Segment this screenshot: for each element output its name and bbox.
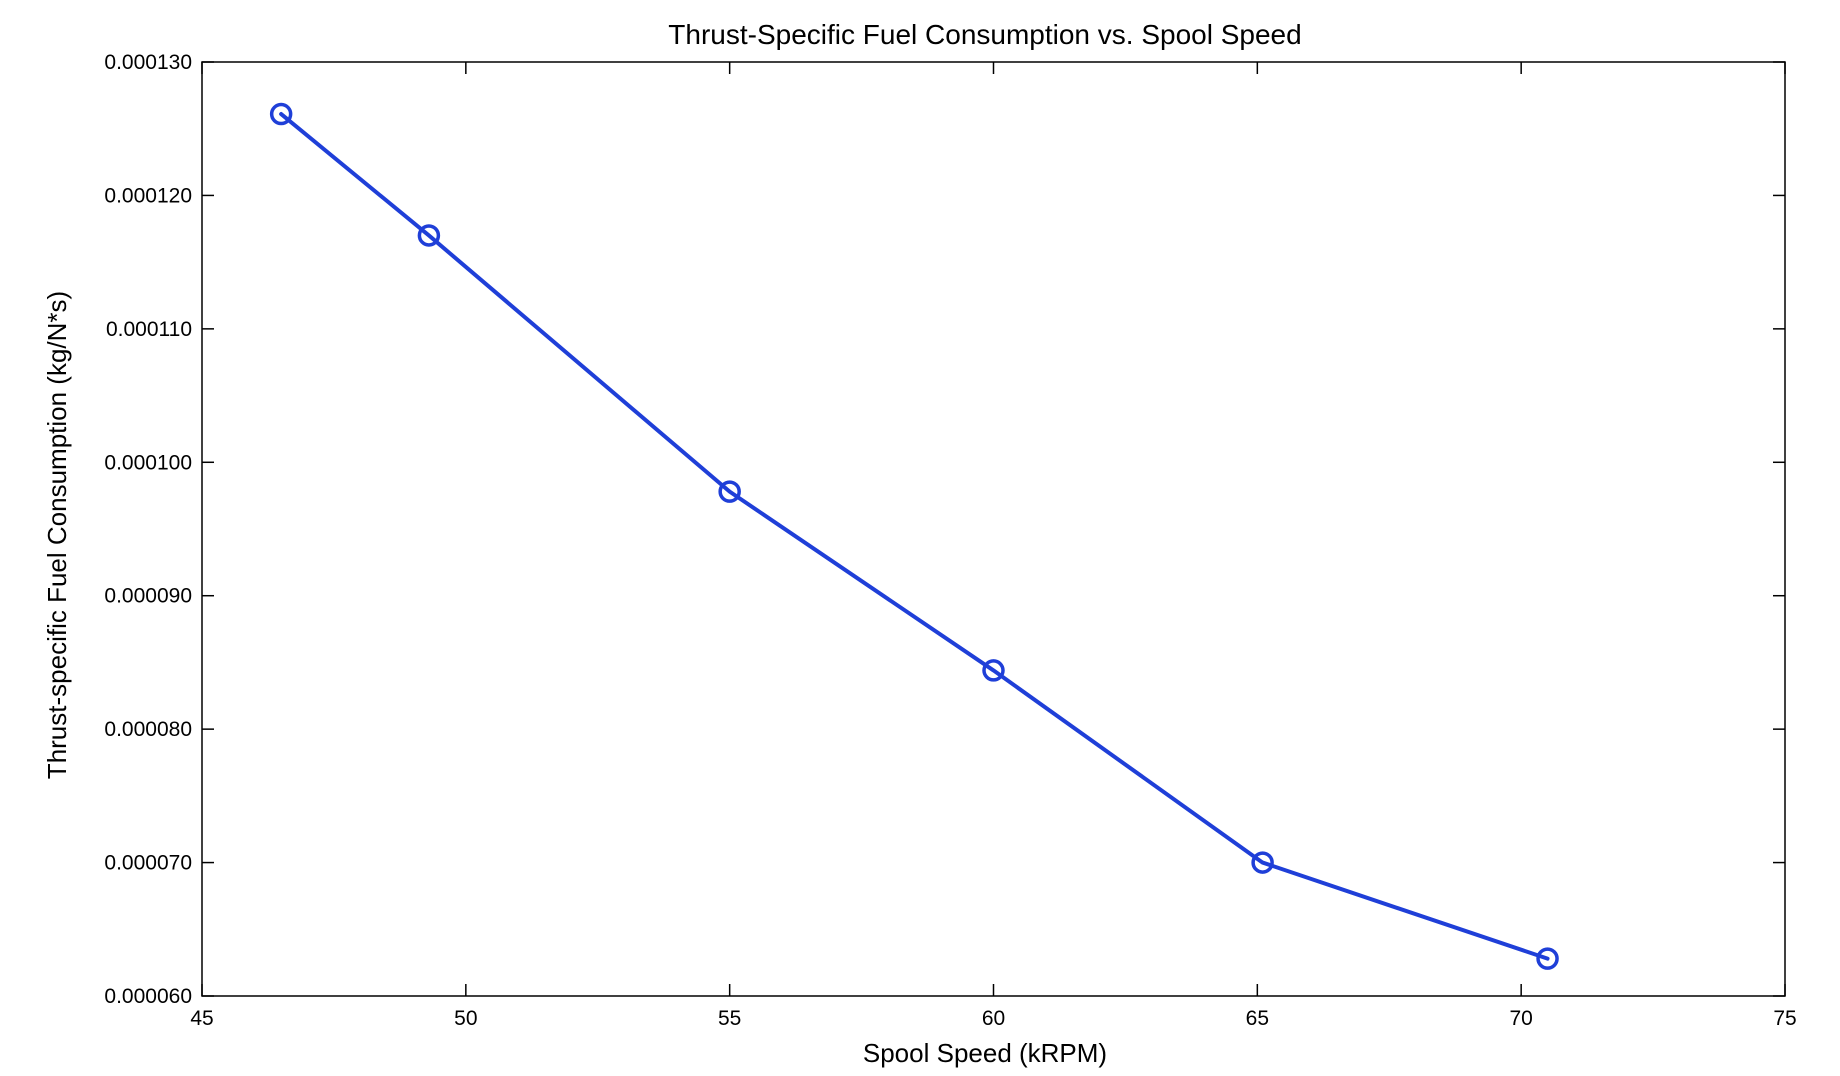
x-tick-label: 75 [1773, 1007, 1796, 1030]
data-point-marker [1251, 851, 1274, 874]
data-point-marker [982, 659, 1005, 682]
series-line [279, 112, 1550, 961]
chart-title: Thrust-Specific Fuel Consumption vs. Spo… [668, 19, 1301, 50]
x-tick-label: 50 [454, 1007, 477, 1030]
x-axis-ticks: 45 50 55 60 65 70 75 [190, 62, 1797, 1030]
x-tick-label: 60 [982, 1007, 1005, 1030]
y-axis-label: Thrust-specific Fuel Consumption (kg/N*s… [42, 291, 72, 779]
x-tick-label: 55 [718, 1007, 741, 1030]
x-tick-label: 65 [1246, 1007, 1269, 1030]
data-point-marker [417, 224, 441, 247]
y-tick-label: 0.000100 [104, 451, 192, 474]
y-axis-ticks: 0.000060 0.000070 0.000080 0.000090 0.000100… [104, 51, 1785, 1008]
y-tick-label: 0.000110 [106, 318, 192, 341]
data-point-marker [718, 480, 741, 503]
x-tick-label: 45 [190, 1007, 213, 1030]
y-tick-label: 0.000070 [104, 852, 192, 875]
y-tick-label: 0.000080 [104, 718, 192, 741]
y-tick-label: 0.000120 [104, 184, 192, 207]
y-tick-label: 0.000060 [104, 985, 192, 1008]
y-tick-label: 0.000130 [104, 51, 192, 74]
data-point-marker [269, 102, 293, 126]
x-tick-label: 70 [1509, 1007, 1532, 1030]
data-point-marker [1536, 947, 1559, 970]
series-layer [269, 102, 1559, 970]
plot-area-frame [201, 61, 1786, 997]
x-axis-label: Spool Speed (kRPM) [863, 1038, 1107, 1068]
y-tick-label: 0.000090 [104, 585, 192, 608]
